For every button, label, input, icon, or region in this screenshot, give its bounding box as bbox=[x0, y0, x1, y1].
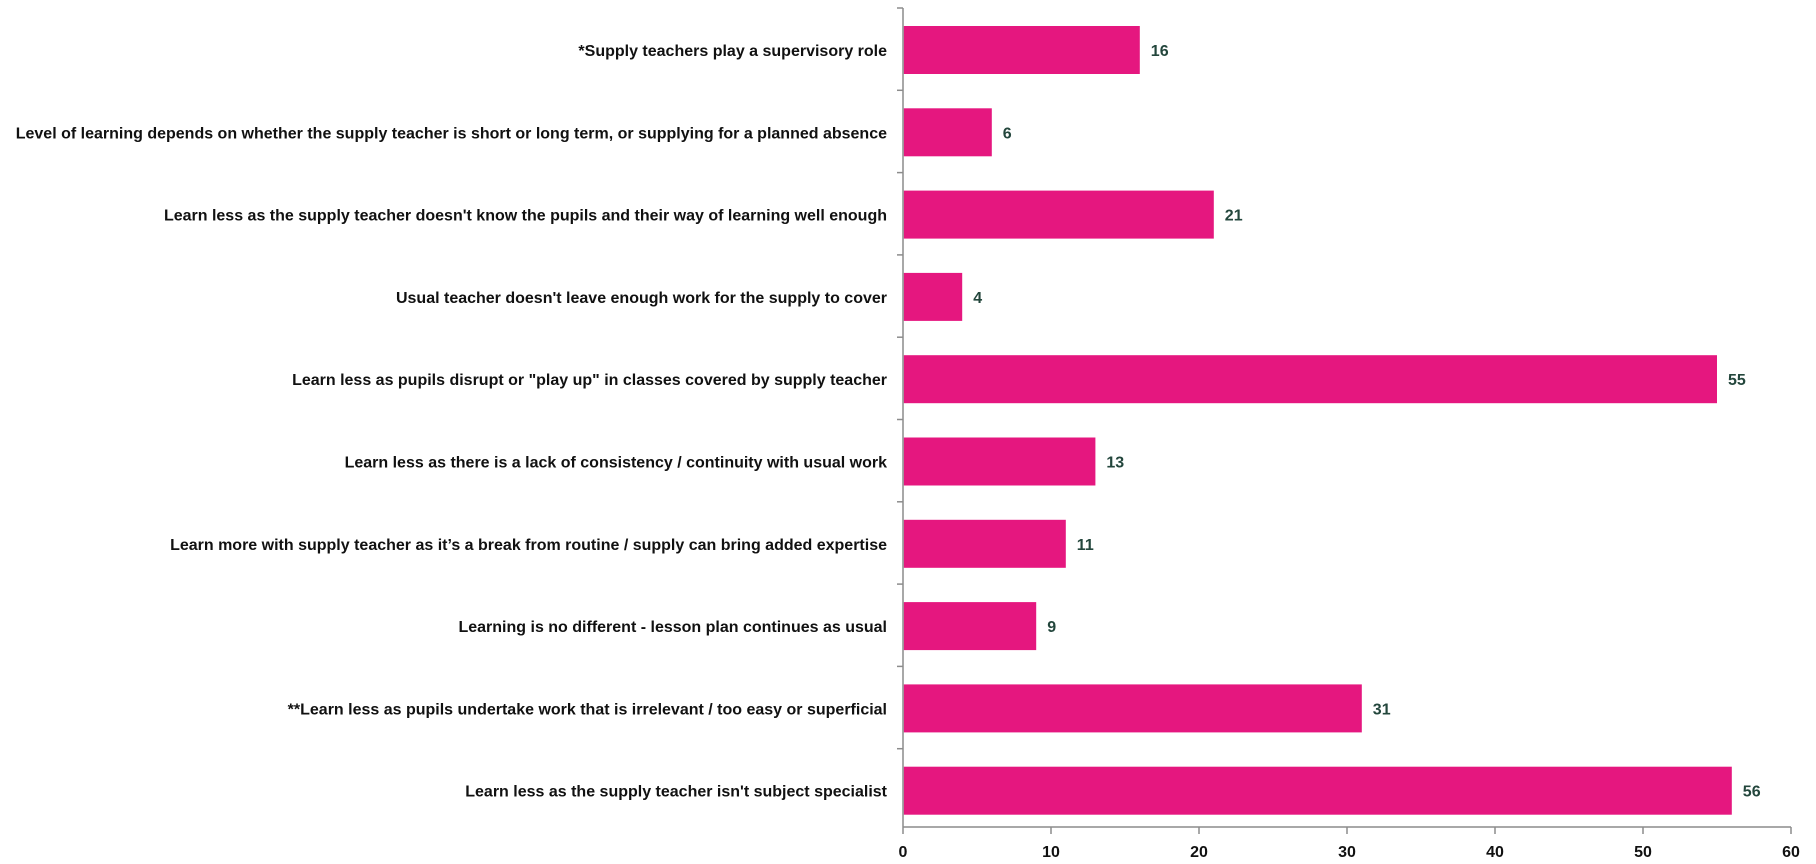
x-tick-label-30: 30 bbox=[1338, 844, 1356, 861]
value-label-4: 4 bbox=[973, 290, 982, 307]
value-label-2: 6 bbox=[1003, 125, 1012, 142]
bar-4 bbox=[903, 272, 963, 321]
value-label-7: 11 bbox=[1077, 537, 1094, 554]
category-label-5: Learn less as pupils disrupt or "play up… bbox=[292, 372, 887, 389]
x-tick-label-0: 0 bbox=[899, 844, 908, 861]
bar-9 bbox=[903, 684, 1362, 733]
category-label-10: Learn less as the supply teacher isn't s… bbox=[465, 784, 887, 801]
bar-5 bbox=[903, 355, 1717, 404]
category-label-1: *Supply teachers play a supervisory role bbox=[578, 43, 887, 60]
value-label-1: 16 bbox=[1151, 43, 1169, 60]
category-label-7: Learn more with supply teacher as it’s a… bbox=[170, 537, 887, 554]
x-tick-label-40: 40 bbox=[1486, 844, 1504, 861]
bar-3 bbox=[903, 190, 1214, 239]
bar-8 bbox=[903, 602, 1037, 651]
bar-2 bbox=[903, 108, 992, 157]
x-tick-label-20: 20 bbox=[1190, 844, 1208, 861]
x-tick-label-50: 50 bbox=[1634, 844, 1652, 861]
category-label-9: **Learn less as pupils undertake work th… bbox=[288, 701, 887, 718]
bar-7 bbox=[903, 519, 1066, 568]
value-label-6: 13 bbox=[1106, 455, 1124, 472]
x-tick-label-60: 60 bbox=[1782, 844, 1800, 861]
category-label-3: Learn less as the supply teacher doesn't… bbox=[164, 208, 887, 225]
bar-10 bbox=[903, 766, 1732, 815]
bar-6 bbox=[903, 437, 1096, 486]
value-label-3: 21 bbox=[1225, 208, 1243, 225]
value-label-8: 9 bbox=[1047, 619, 1056, 636]
value-label-10: 56 bbox=[1743, 784, 1761, 801]
category-label-6: Learn less as there is a lack of consist… bbox=[345, 455, 888, 472]
category-label-2: Level of learning depends on whether the… bbox=[16, 125, 887, 142]
category-label-8: Learning is no different - lesson plan c… bbox=[458, 619, 887, 636]
value-label-5: 55 bbox=[1728, 372, 1746, 389]
value-label-9: 31 bbox=[1373, 701, 1391, 718]
category-label-4: Usual teacher doesn't leave enough work … bbox=[396, 290, 887, 307]
bar-1 bbox=[903, 26, 1140, 74]
x-tick-label-10: 10 bbox=[1042, 844, 1060, 861]
